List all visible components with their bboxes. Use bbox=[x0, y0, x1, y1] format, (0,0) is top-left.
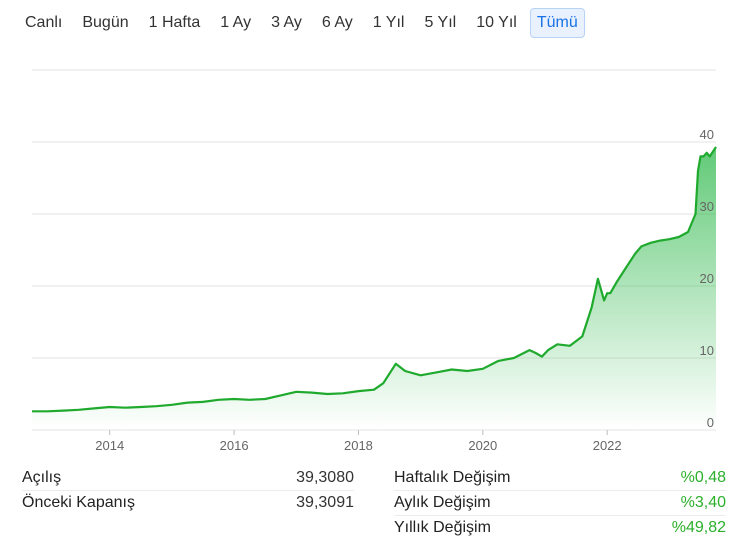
axis-ticks: 0 10 20 30 40 2014 2016 2018 2020 2022 bbox=[95, 127, 714, 453]
tab-canli[interactable]: Canlı bbox=[25, 14, 63, 31]
stat-row-yearly: Yıllık Değişim %49,82 bbox=[394, 516, 726, 540]
stat-row-weekly: Haftalık Değişim %0,48 bbox=[394, 466, 726, 491]
y-tick-label: 0 bbox=[707, 415, 714, 430]
stat-label: Açılış bbox=[22, 469, 62, 486]
stat-row-prev-close: Önceki Kapanış 39,3091 bbox=[22, 491, 354, 515]
x-tick-label: 2014 bbox=[95, 438, 124, 453]
stat-value: %3,40 bbox=[680, 494, 726, 511]
series-area-fill bbox=[32, 147, 716, 430]
y-tick-label: 30 bbox=[700, 199, 714, 214]
stat-value: %0,48 bbox=[680, 469, 726, 486]
tab-10-yil[interactable]: 10 Yıl bbox=[476, 14, 517, 31]
stat-value: 39,3080 bbox=[296, 469, 354, 486]
stat-label: Haftalık Değişim bbox=[394, 469, 511, 486]
y-tick-label: 10 bbox=[700, 343, 714, 358]
stat-row-open: Açılış 39,3080 bbox=[22, 466, 354, 491]
tab-5-yil[interactable]: 5 Yıl bbox=[424, 14, 457, 31]
y-tick-label: 40 bbox=[700, 127, 714, 142]
y-tick-label: 20 bbox=[700, 271, 714, 286]
stat-value: 39,3091 bbox=[296, 494, 354, 511]
x-tick-label: 2022 bbox=[593, 438, 622, 453]
tab-tumu[interactable]: Tümü bbox=[529, 8, 585, 38]
x-tick-label: 2020 bbox=[468, 438, 497, 453]
tab-1-yil[interactable]: 1 Yıl bbox=[372, 14, 405, 31]
tab-bugun[interactable]: Bugün bbox=[82, 14, 129, 31]
stats-left: Açılış 39,3080 Önceki Kapanış 39,3091 bbox=[22, 466, 354, 515]
stat-label: Önceki Kapanış bbox=[22, 494, 135, 511]
tab-3-ay[interactable]: 3 Ay bbox=[271, 14, 302, 31]
series-line bbox=[32, 146, 717, 413]
stat-value: %49,82 bbox=[671, 519, 726, 536]
x-tick-label: 2018 bbox=[344, 438, 373, 453]
tab-1-hafta[interactable]: 1 Hafta bbox=[148, 14, 201, 31]
tab-1-ay[interactable]: 1 Ay bbox=[220, 14, 252, 31]
price-area bbox=[32, 146, 717, 430]
x-tick-label: 2016 bbox=[220, 438, 249, 453]
price-chart[interactable]: 0 10 20 30 40 2014 2016 2018 2020 2022 bbox=[0, 55, 740, 465]
stat-row-monthly: Aylık Değişim %3,40 bbox=[394, 491, 726, 516]
stat-label: Yıllık Değişim bbox=[394, 519, 491, 536]
stats-right: Haftalık Değişim %0,48 Aylık Değişim %3,… bbox=[394, 466, 726, 540]
stat-label: Aylık Değişim bbox=[394, 494, 491, 511]
tab-6-ay[interactable]: 6 Ay bbox=[321, 14, 353, 31]
range-selector: Canlı Bugün 1 Hafta 1 Ay 3 Ay 6 Ay 1 Yıl… bbox=[18, 8, 585, 38]
